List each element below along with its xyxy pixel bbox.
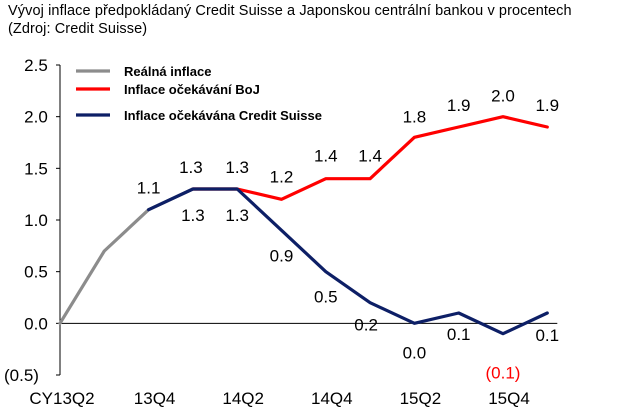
- data-label: 1.4: [314, 147, 338, 166]
- data-label: 1.2: [270, 167, 294, 186]
- data-label: 1.9: [447, 96, 471, 115]
- x-tick-label: CY13Q2: [29, 389, 94, 408]
- data-label: (0.1): [486, 364, 521, 383]
- data-label: 1.3: [179, 158, 203, 177]
- legend-label-1: Reálná inflace: [124, 64, 211, 79]
- data-label: 0.1: [535, 326, 559, 345]
- data-label: 1.3: [225, 206, 249, 225]
- legend-label-3: Inflace očekávána Credit Suisse: [124, 108, 322, 123]
- y-tick-label: 1.5: [24, 159, 48, 178]
- x-tick-label: 14Q4: [311, 389, 353, 408]
- data-label: 0.1: [447, 325, 471, 344]
- data-label: 1.9: [535, 96, 559, 115]
- x-tick-label: 15Q4: [488, 389, 530, 408]
- series-line-2: [191, 115, 549, 201]
- data-label: 1.8: [403, 107, 427, 126]
- chart-title: Vývoj inflace předpokládaný Credit Suiss…: [8, 3, 572, 19]
- y-tick-label: (0.5): [4, 366, 39, 385]
- x-tick-label: 15Q2: [400, 389, 442, 408]
- x-tick-label: 14Q2: [222, 389, 264, 408]
- legend-label-2: Inflace očekávání BoJ: [124, 82, 260, 97]
- series-line-3: [147, 187, 549, 336]
- data-label: 0.0: [403, 343, 427, 362]
- y-tick-label: 1.0: [24, 211, 48, 230]
- data-label: 1.3: [181, 206, 205, 225]
- data-label: 1.3: [225, 158, 249, 177]
- x-tick-label: 13Q4: [134, 389, 176, 408]
- data-label: 1.1: [137, 179, 161, 198]
- data-label: 0.9: [270, 246, 294, 265]
- y-tick-label: 0.5: [24, 263, 48, 282]
- data-label: 0.2: [354, 316, 378, 335]
- y-tick-label: 0.0: [24, 314, 48, 333]
- y-tick-label: 2.5: [24, 56, 48, 75]
- data-label: 2.0: [491, 87, 515, 106]
- chart-subtitle: (Zdroj: Credit Suisse): [8, 21, 148, 37]
- data-label: 0.5: [314, 288, 338, 307]
- data-label: 1.4: [358, 147, 382, 166]
- y-tick-label: 2.0: [24, 108, 48, 127]
